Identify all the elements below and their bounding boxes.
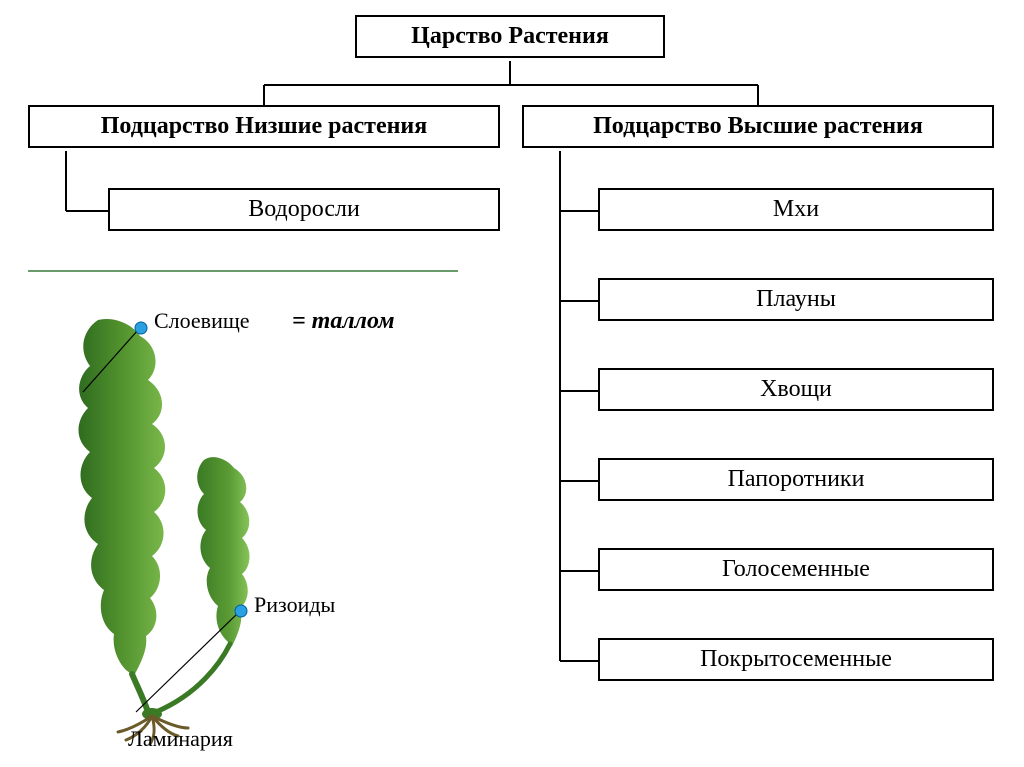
callout-label-rhizoids: Ризоиды <box>254 592 335 618</box>
root-title: Царство Растения <box>411 23 609 49</box>
right-child-box: Мхи <box>598 188 994 231</box>
right-child-title: Плауны <box>756 286 836 312</box>
algae-blade-small <box>197 457 249 646</box>
right-child-title: Хвощи <box>760 376 832 402</box>
right-child-box: Хвощи <box>598 368 994 411</box>
left-subkingdom-title: Подцарство Низшие растения <box>101 113 428 139</box>
right-child-title: Мхи <box>773 196 819 222</box>
right-child-box: Голосеменные <box>598 548 994 591</box>
right-child-title: Покрытосеменные <box>700 646 892 672</box>
right-child-box: Плауны <box>598 278 994 321</box>
algae-stem <box>132 674 148 712</box>
right-child-title: Голосеменные <box>722 556 870 582</box>
algae-plant-svg <box>28 280 458 750</box>
left-child-title: Водоросли <box>248 196 360 222</box>
right-child-box: Папоротники <box>598 458 994 501</box>
algae-stem <box>156 644 230 712</box>
root-box: Царство Растения <box>355 15 665 58</box>
right-child-box: Покрытосеменные <box>598 638 994 681</box>
algae-blade-large <box>79 319 166 676</box>
thallus-synonym-note: = таллом <box>292 308 395 335</box>
left-subkingdom-box: Подцарство Низшие растения <box>28 105 500 148</box>
right-subkingdom-box: Подцарство Высшие растения <box>522 105 994 148</box>
callout-label-thallus: Слоевище <box>154 308 250 334</box>
algae-illustration: Слоевище Ризоиды Ламинария = таллом <box>28 270 458 750</box>
right-child-title: Папоротники <box>728 466 865 492</box>
left-child-box: Водоросли <box>108 188 500 231</box>
algae-species-label: Ламинария <box>128 726 233 752</box>
algae-divider <box>28 270 458 272</box>
right-subkingdom-title: Подцарство Высшие растения <box>593 113 923 139</box>
